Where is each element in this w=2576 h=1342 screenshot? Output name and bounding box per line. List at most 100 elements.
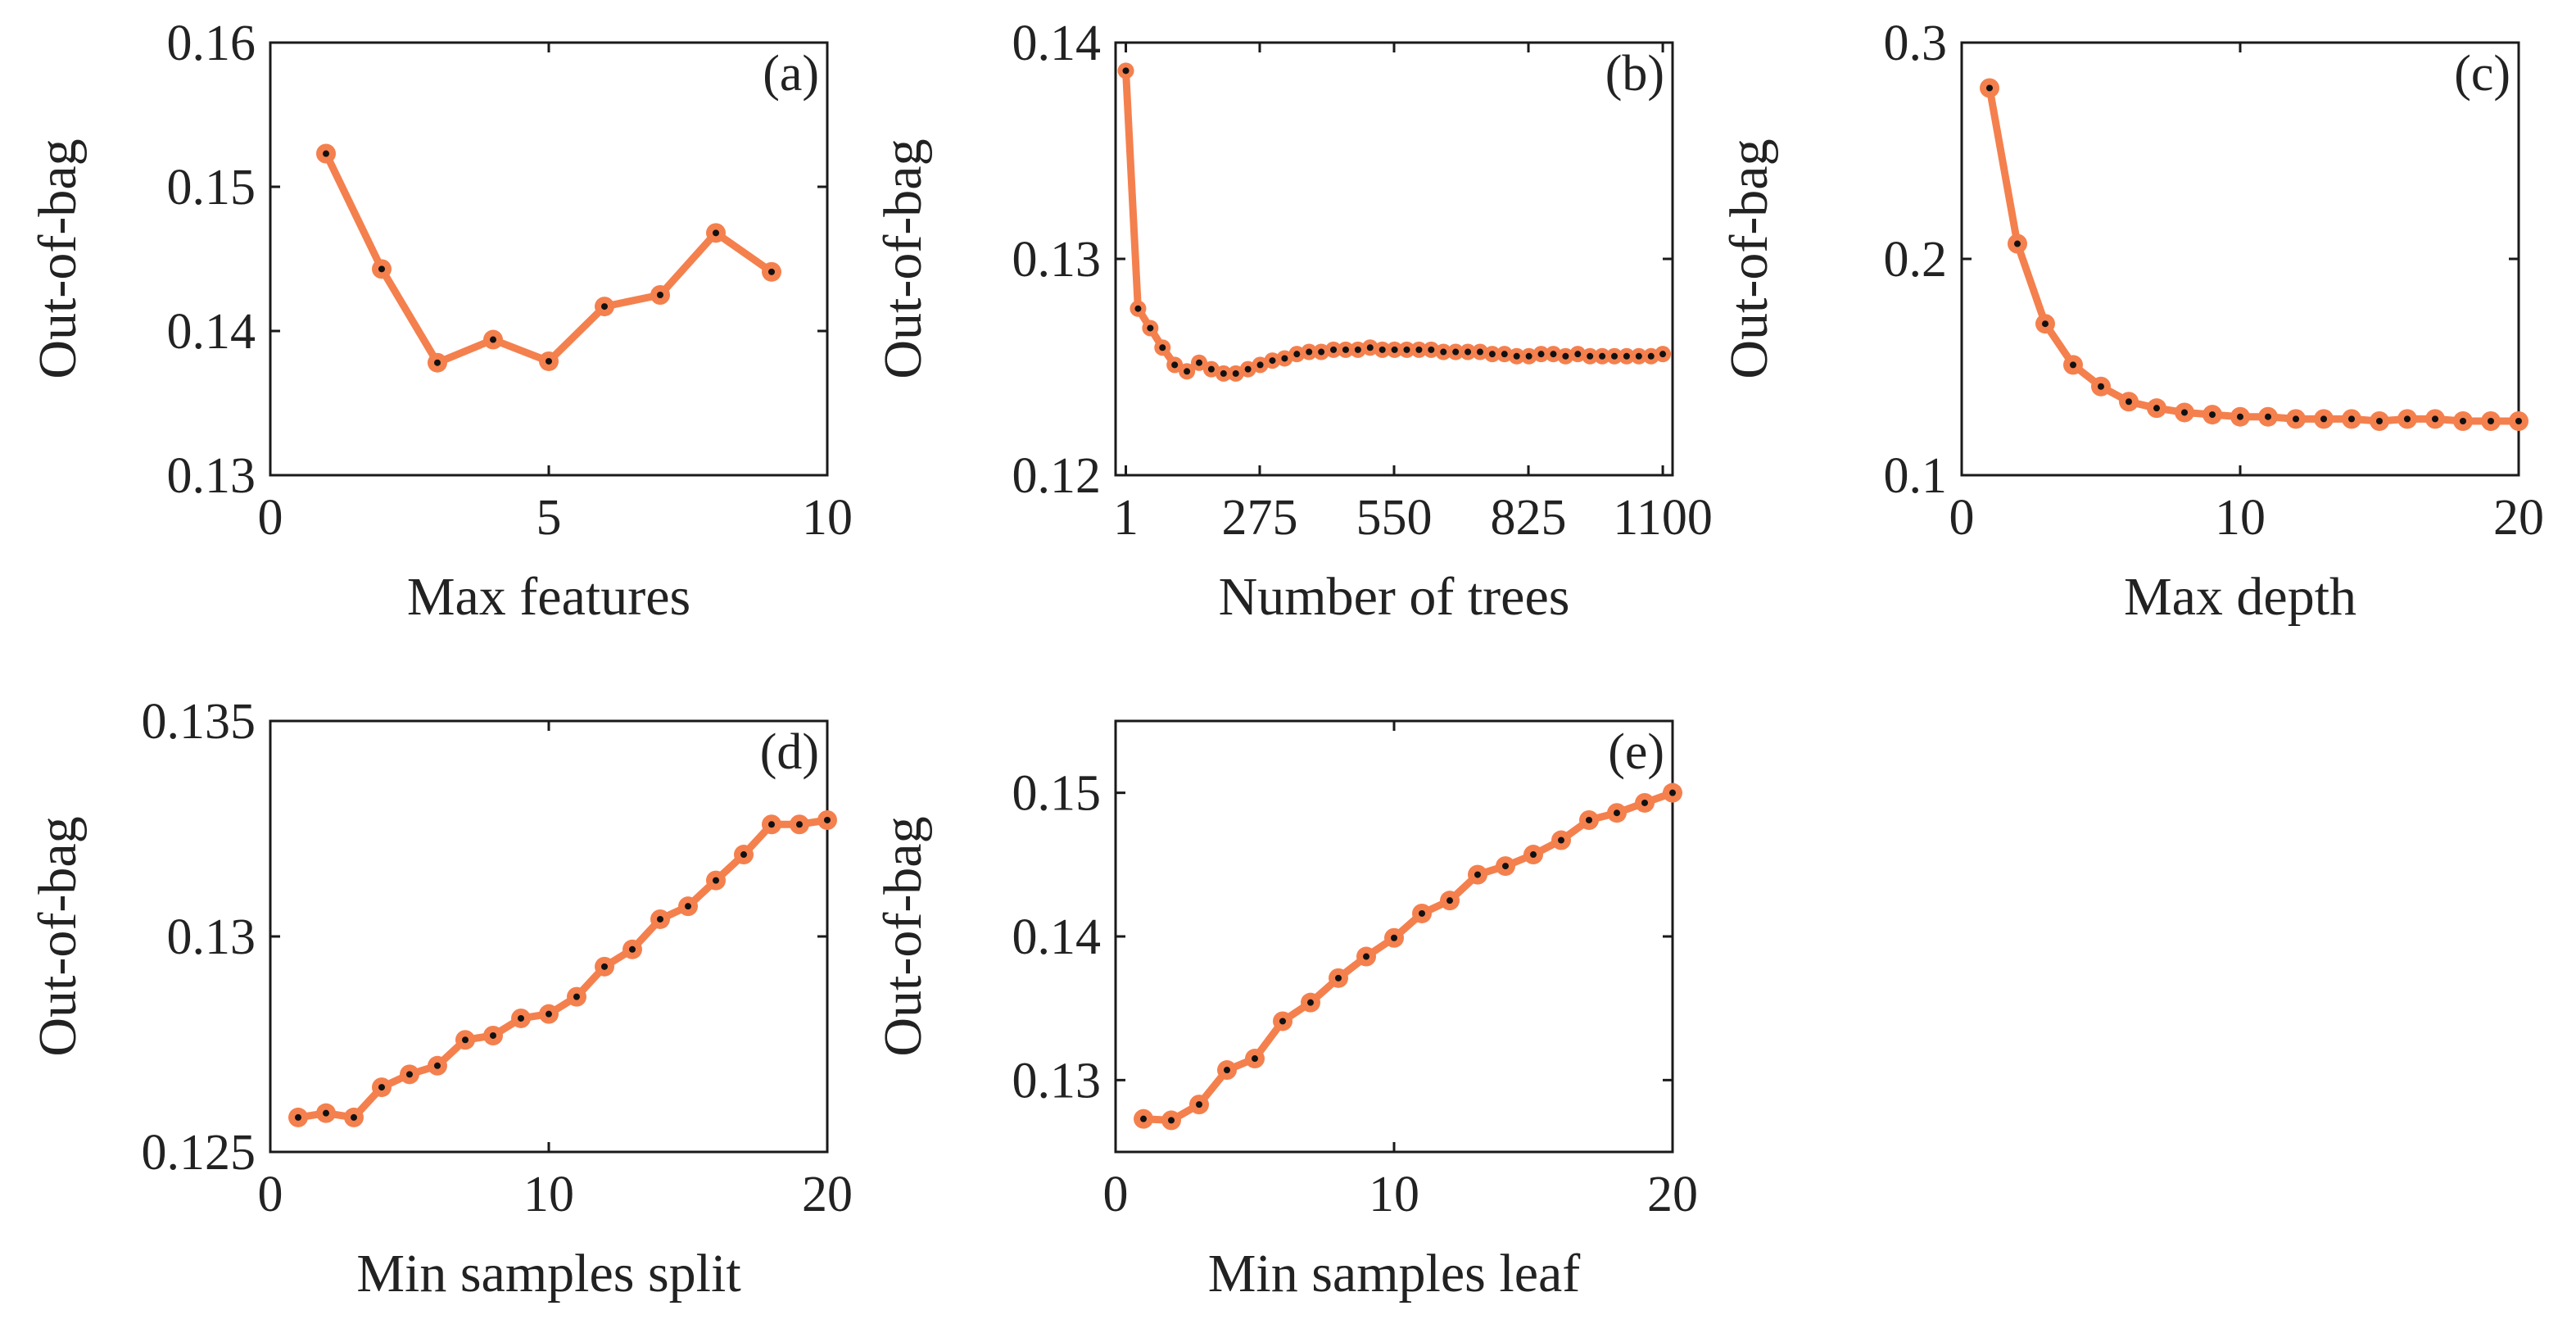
data-point [706, 870, 726, 891]
plot-frame [1114, 41, 1674, 477]
y-tick-label: 0.2 [1884, 232, 1948, 288]
data-point-center [2265, 413, 2271, 420]
data-point [567, 986, 586, 1007]
data-point-center [2181, 409, 2188, 416]
data-point [1161, 1110, 1181, 1131]
data-point-center [2153, 405, 2160, 412]
data-point [678, 896, 698, 917]
data-point [1551, 830, 1571, 850]
data-point [2314, 409, 2334, 429]
data-point [1166, 356, 1184, 374]
data-point [2119, 392, 2139, 412]
data-point-center [1530, 851, 1537, 859]
data-point-center [1986, 84, 1993, 92]
data-point-center [1403, 346, 1410, 353]
x-tick-label: 10 [2215, 490, 2266, 546]
data-point [2175, 402, 2194, 423]
data-point-center [1446, 897, 1453, 904]
data-point-center [1611, 352, 1618, 360]
data-point-center [1558, 836, 1564, 844]
data-point [1191, 354, 1207, 371]
data-point-center [378, 265, 385, 273]
data-point-center [1647, 352, 1655, 360]
data-point-center [713, 877, 719, 884]
data-point-center [434, 1062, 441, 1069]
data-point [455, 1030, 475, 1050]
data-point [539, 1004, 559, 1024]
data-point-center [351, 1113, 357, 1121]
data-point [1663, 782, 1682, 803]
data-point-center [1168, 1117, 1175, 1124]
panel-d: 0 10 20 0.125 0.13 0.135 Min samples split Out-… [28, 694, 853, 1303]
y-axis-label: Out-of-bag [28, 138, 88, 379]
data-point-center [2126, 398, 2132, 406]
data-point [1384, 927, 1404, 948]
panel-label: (e) [1608, 724, 1664, 780]
data-point [706, 223, 726, 243]
data-point [1423, 341, 1440, 358]
data-point [2230, 406, 2250, 427]
panel-label: (d) [760, 724, 819, 780]
data-point [650, 285, 670, 305]
data-point-center [1318, 348, 1325, 356]
data-point [1607, 803, 1627, 823]
data-point-center [1281, 355, 1288, 362]
data-point-center [1391, 934, 1397, 941]
y-tick-label: 0.15 [167, 160, 256, 215]
data-point-center [740, 851, 747, 859]
plot-frame [269, 41, 829, 477]
x-tick-label: 20 [1647, 1167, 1698, 1222]
data-point [1545, 346, 1562, 363]
data-point [428, 352, 447, 373]
x-axis-label: Min samples split [356, 1244, 740, 1303]
data-point-center [1252, 1055, 1258, 1063]
data-point [1189, 1095, 1209, 1115]
data-point [344, 1107, 364, 1127]
y-axis-label: Out-of-bag [873, 138, 933, 379]
data-point [1569, 346, 1587, 363]
data-point-center [1440, 348, 1447, 356]
data-point-center [1669, 789, 1676, 796]
data-point-center [2432, 415, 2438, 423]
data-point-center [1184, 368, 1191, 375]
data-point [1179, 363, 1196, 380]
data-point-center [1574, 351, 1582, 358]
data-point-center [1659, 351, 1667, 358]
data-point [1349, 341, 1366, 358]
data-point [1520, 347, 1537, 365]
data-point-center [1196, 359, 1202, 366]
data-point-center [1335, 974, 1342, 982]
data-point-center [1220, 370, 1227, 377]
panel-a: 0 5 10 0.13 0.14 0.15 0.16 Max features Out-of-b… [28, 16, 853, 627]
data-point [1440, 891, 1460, 911]
data-point [2203, 405, 2222, 425]
x-tick-label: 550 [1356, 490, 1433, 546]
y-tick-label: 0.15 [1012, 766, 1102, 822]
data-point [1435, 343, 1452, 360]
data-point [1301, 343, 1318, 360]
data-point-center [323, 150, 329, 157]
data-point [400, 1064, 419, 1085]
x-tick-label: 20 [802, 1167, 853, 1222]
data-point-center [1635, 352, 1642, 360]
x-axis-label: Max depth [2124, 567, 2356, 627]
data-point [1412, 903, 1432, 923]
data-point [2035, 314, 2055, 334]
y-tick-label: 0.14 [1012, 16, 1102, 71]
data-point [1630, 347, 1647, 365]
data-point [1264, 352, 1281, 370]
series-line [322, 150, 776, 367]
data-point-center [601, 303, 608, 311]
data-point [1273, 1011, 1293, 1031]
x-tick-label: 825 [1491, 490, 1567, 546]
y-tick-label: 0.135 [142, 694, 256, 750]
data-point [2091, 376, 2111, 397]
data-point [1217, 1060, 1237, 1081]
data-point-center [685, 903, 691, 910]
data-point-center [546, 357, 552, 365]
data-point [622, 939, 642, 959]
y-axis-label: Out-of-bag [28, 816, 88, 1056]
data-point-center [1586, 816, 1592, 823]
data-point [2147, 398, 2166, 419]
data-point [539, 351, 559, 371]
